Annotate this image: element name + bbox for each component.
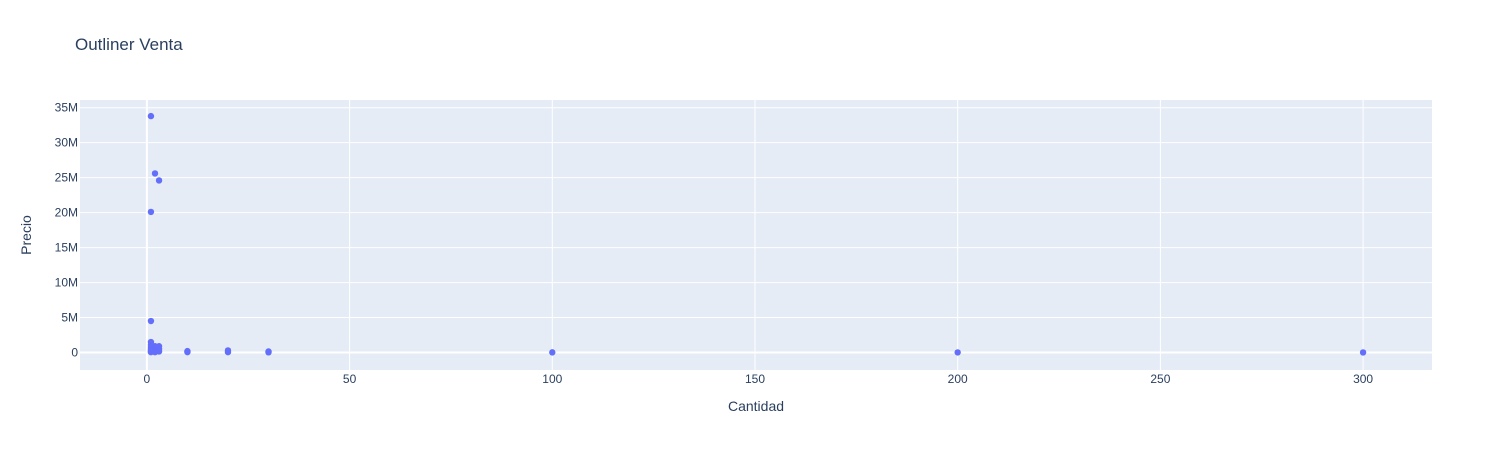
data-point[interactable] [147,112,155,120]
y-tick-label: 5M [61,311,78,325]
y-tick-labels: 0 5M 10M 15M 20M 25M 30M 35M [55,101,79,360]
x-tick-label: 300 [1353,372,1373,386]
chart-title: Outliner Venta [75,35,183,54]
grid-lines [80,100,1432,370]
y-tick-label: 15M [55,241,78,255]
x-tick-label: 50 [343,372,357,386]
data-point[interactable] [151,348,159,356]
x-tick-labels: 0 50 100 150 200 250 300 [144,372,1374,386]
y-tick-label: 20M [55,206,78,220]
data-point[interactable] [954,349,961,356]
data-point[interactable] [147,317,155,325]
data-point[interactable] [1359,349,1367,356]
data-point[interactable] [549,349,556,356]
y-tick-label: 10M [55,276,78,290]
data-point[interactable] [151,170,159,177]
x-tick-label: 100 [542,372,562,386]
x-tick-label: 250 [1150,372,1170,386]
data-point[interactable] [184,348,191,356]
y-tick-label: 35M [55,101,78,115]
y-axis-title: Precio [18,215,34,255]
plot-background [80,100,1432,370]
data-point[interactable] [147,208,155,216]
data-point[interactable] [155,177,163,184]
x-tick-label: 150 [745,372,765,386]
y-tick-label: 30M [55,136,78,150]
data-point[interactable] [265,349,272,356]
data-point[interactable] [224,348,232,356]
x-tick-label: 200 [948,372,968,386]
x-axis-title: Cantidad [728,398,784,414]
x-tick-label: 0 [144,372,151,386]
data-points [147,112,1367,356]
y-tick-label: 0 [71,346,78,360]
y-tick-label: 25M [55,171,78,185]
